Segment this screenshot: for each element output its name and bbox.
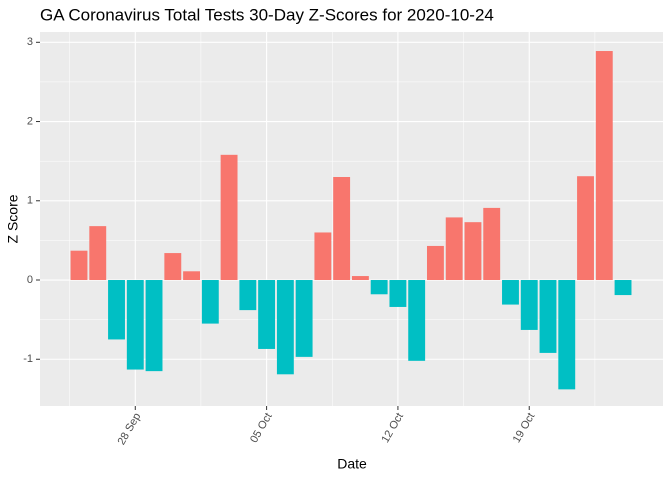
bar [520,280,538,330]
bar [89,226,107,281]
bar [239,280,257,311]
bar [258,280,276,349]
y-tick-label: 3 [27,36,33,48]
x-tick-label: 28 Sep [116,411,144,447]
bar [577,176,594,281]
bar [614,280,632,296]
bar [351,276,369,281]
x-tick-label: 12 Oct [379,411,406,445]
bar [333,177,351,281]
bar [595,51,613,281]
x-tick-label: 05 Oct [248,411,275,445]
bar [426,245,444,281]
bar [483,207,501,281]
bar [445,217,463,281]
bar [502,280,519,305]
chart-title: GA Coronavirus Total Tests 30-Day Z-Scor… [40,5,494,24]
bar [201,280,219,324]
bar [558,280,576,390]
y-axis-title: Z Score [5,194,21,243]
bar [276,280,294,375]
bar [183,271,201,281]
bar [370,280,388,295]
bar [314,232,332,281]
bar [126,280,144,370]
x-axis-title: Date [337,456,367,472]
y-tick-label: 2 [27,115,33,127]
bar [70,250,88,281]
bar [108,280,125,340]
bar [220,154,238,281]
bar [539,280,557,353]
bar [295,280,313,357]
y-tick-label: -1 [23,353,33,365]
bar [389,280,407,307]
bar [408,280,426,361]
bar [464,222,482,281]
bar [145,280,163,372]
y-tick-label: 0 [27,274,33,286]
bar [164,253,182,281]
y-tick-label: 1 [27,195,33,207]
x-tick-label: 19 Oct [511,411,538,445]
